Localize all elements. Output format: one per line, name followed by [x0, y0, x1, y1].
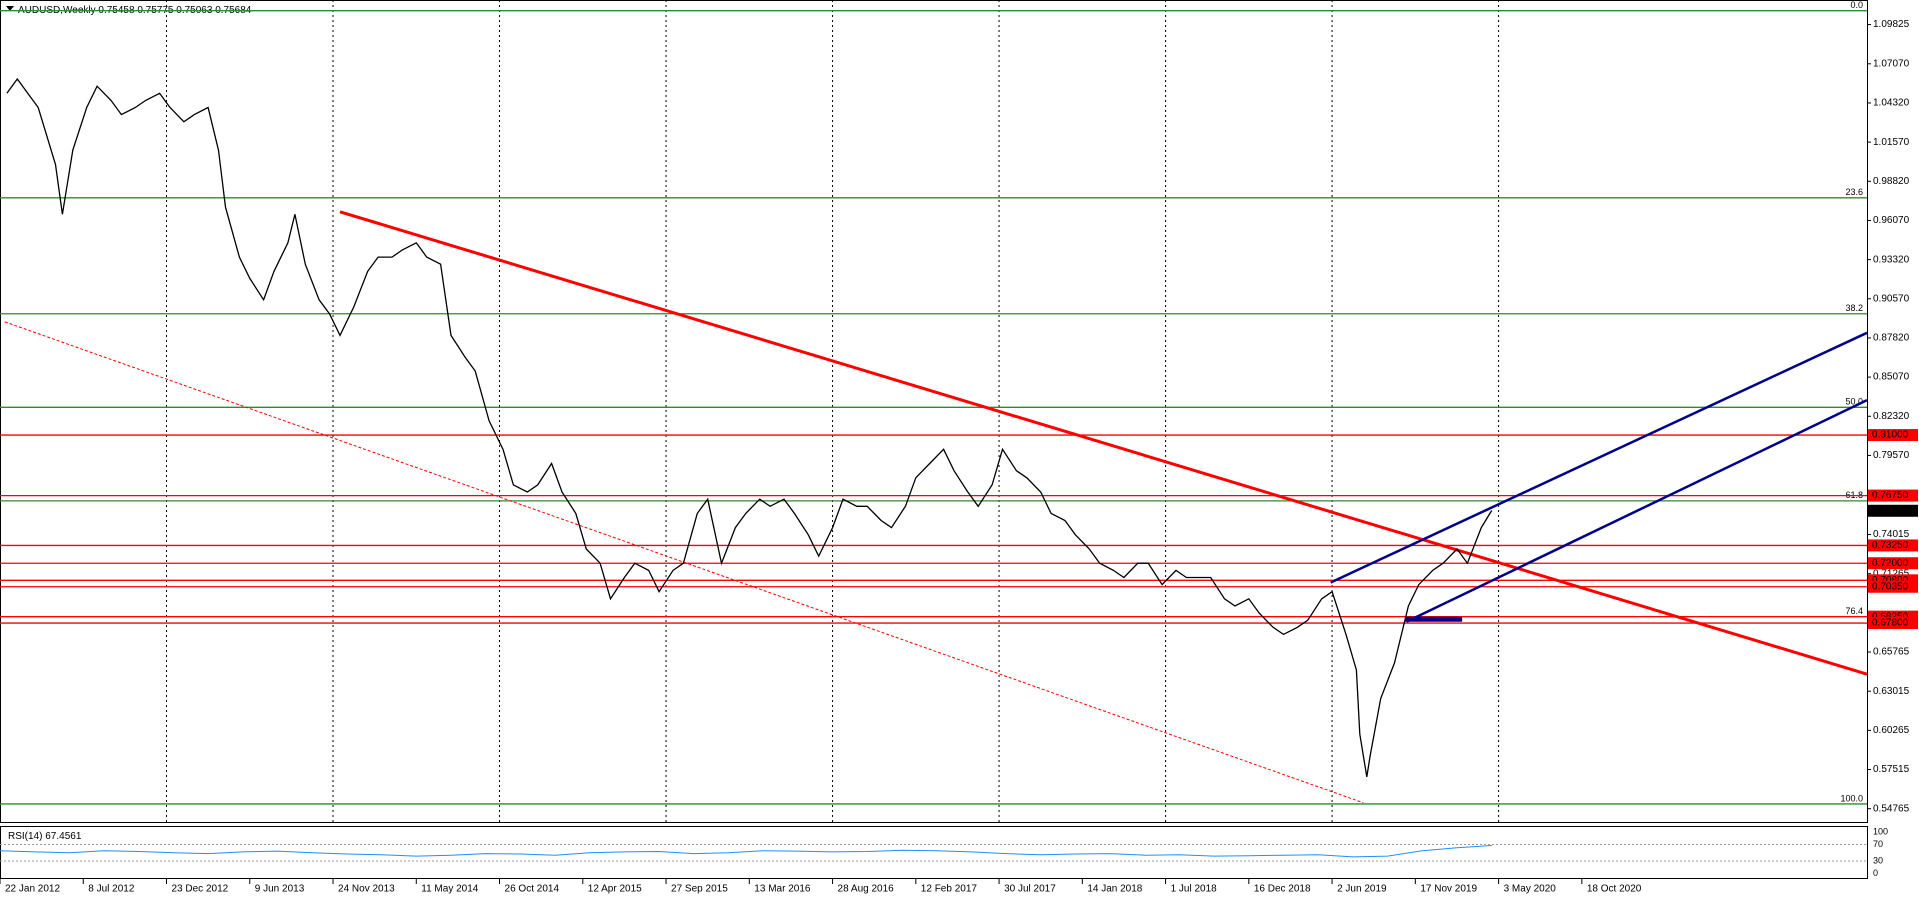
level-tag	[1868, 557, 1918, 570]
y-tick-label: 1.09825	[1873, 19, 1910, 30]
y-tick-label: 0.63015	[1873, 686, 1910, 697]
y-tick-label: 0.71265	[1873, 568, 1910, 579]
trendline	[1406, 399, 1868, 623]
level-tag	[1868, 539, 1918, 552]
rsi-last: 67.4561	[45, 831, 82, 842]
fib-label: 76.4	[1845, 606, 1863, 616]
x-tick-label: 3 May 2020	[1504, 884, 1557, 895]
price-panel	[0, 0, 1868, 823]
level-tag	[1868, 489, 1918, 502]
level-label: 0.81000	[1872, 430, 1909, 441]
rsi-line	[0, 845, 1492, 858]
y-tick-label: 0.98820	[1873, 176, 1910, 187]
rsi-panel	[0, 826, 1868, 879]
y-tick-label: 0.54765	[1873, 803, 1910, 814]
x-tick-label: 22 Jan 2012	[5, 884, 60, 895]
rsi-tick-label: 0	[1873, 868, 1878, 878]
x-tick-label: 12 Apr 2015	[588, 884, 642, 895]
level-label: 0.72000	[1872, 558, 1909, 569]
y-tick-label: 0.90570	[1873, 293, 1910, 304]
rsi-tick-label: 30	[1873, 855, 1883, 865]
y-tick-label: 0.82320	[1873, 411, 1910, 422]
y-tick-label: 1.04320	[1873, 98, 1910, 109]
x-tick-label: 8 Jul 2012	[88, 884, 135, 895]
level-label: 0.70800	[1872, 575, 1909, 586]
rsi-tick-label: 70	[1873, 839, 1883, 849]
fib-label: 23.6	[1845, 187, 1863, 197]
rsi-tick-label: 100	[1873, 826, 1888, 836]
x-tick-label: 16 Dec 2018	[1254, 884, 1311, 895]
last-price-label: 0.75684	[1872, 505, 1909, 516]
level-tag	[1868, 429, 1918, 442]
x-tick-label: 17 Nov 2019	[1420, 884, 1477, 895]
x-tick-label: 9 Jun 2013	[255, 884, 305, 895]
y-tick-label: 0.79570	[1873, 450, 1910, 461]
rsi-label: RSI(14)	[8, 831, 42, 842]
level-tag	[1868, 580, 1918, 593]
y-tick-label: 0.85070	[1873, 372, 1910, 383]
trendline	[1330, 331, 1868, 584]
x-tick-label: 23 Dec 2012	[172, 884, 229, 895]
rsi-header: RSI(14) 67.4561	[8, 831, 82, 842]
x-tick-label: 11 May 2014	[421, 884, 479, 895]
level-label: 0.76750	[1872, 490, 1909, 501]
trendline	[339, 210, 1868, 676]
y-tick-label: 0.74015	[1873, 529, 1910, 540]
x-tick-label: 27 Sep 2015	[671, 884, 728, 895]
y-tick-label: 0.93320	[1873, 254, 1910, 265]
y-tick-label: 0.60265	[1873, 725, 1910, 736]
x-tick-label: 12 Feb 2017	[921, 884, 978, 895]
x-tick-label: 18 Oct 2020	[1587, 884, 1642, 895]
x-tick-label: 28 Aug 2016	[838, 884, 895, 895]
fib-label: 38.2	[1845, 303, 1863, 313]
y-tick-label: 1.01570	[1873, 137, 1910, 148]
menu-arrow[interactable]	[6, 6, 14, 11]
price-line	[6, 77, 1493, 778]
fib-label: 0.0	[1850, 0, 1863, 10]
x-tick-label: 26 Oct 2014	[505, 884, 560, 895]
x-tick-label: 13 Mar 2016	[754, 884, 811, 895]
level-tag	[1868, 617, 1918, 630]
y-tick-label: 1.07070	[1873, 58, 1910, 69]
x-tick-label: 24 Nov 2013	[338, 884, 395, 895]
x-tick-label: 14 Jan 2018	[1087, 884, 1142, 895]
fib-label: 100.0	[1840, 793, 1863, 803]
last-price-tag	[1868, 504, 1918, 517]
x-tick-label: 2 Jun 2019	[1337, 884, 1387, 895]
y-tick-label: 0.57515	[1873, 764, 1910, 775]
level-label: 0.67800	[1872, 618, 1909, 629]
level-label: 0.73250	[1872, 540, 1909, 551]
level-label: 0.68250	[1872, 611, 1909, 622]
y-tick-label: 0.65765	[1873, 647, 1910, 658]
x-tick-label: 1 Jul 2018	[1171, 884, 1218, 895]
level-label: 0.70350	[1872, 581, 1909, 592]
y-tick-label: 0.87820	[1873, 333, 1910, 344]
x-tick-label: 30 Jul 2017	[1004, 884, 1056, 895]
fib-label: 50.0	[1845, 397, 1863, 407]
y-tick-label: 0.96070	[1873, 215, 1910, 226]
